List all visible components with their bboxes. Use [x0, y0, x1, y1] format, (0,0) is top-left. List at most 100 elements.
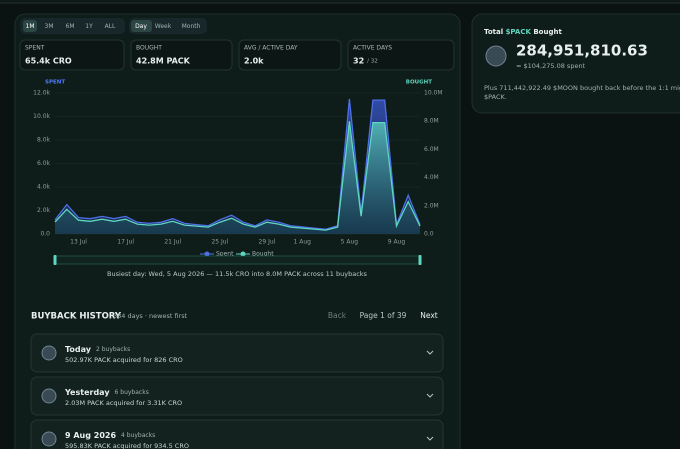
note-line: $PACK.: [484, 93, 507, 101]
interval-button[interactable]: Day: [135, 23, 147, 30]
page-indicator: Page 1 of 39: [360, 311, 407, 320]
row-count: 2 buybacks: [96, 346, 130, 353]
total-suffix: Bought: [533, 28, 562, 36]
interval-button[interactable]: Month: [182, 23, 201, 30]
stat-label: SPENT: [25, 45, 45, 52]
row-count: 6 buybacks: [115, 389, 149, 396]
history-title: BUYBACK HISTORY: [31, 312, 122, 322]
y2-axis-label: BOUGHT: [406, 80, 432, 86]
row-chevron: [426, 436, 434, 441]
y-tick-label: 4.0k: [37, 184, 51, 191]
total-amount: 284,951,810.63: [516, 42, 648, 60]
y2-tick-label: 10.0M: [424, 90, 443, 97]
series-line: [54, 121, 421, 231]
total-token: $PACK: [506, 28, 532, 36]
stat-label: BOUGHT: [136, 45, 162, 52]
stat-suffix: / 32: [367, 58, 378, 64]
total-prefix: Total: [484, 28, 503, 36]
row-day: Yesterday: [64, 388, 110, 397]
row-chevron: [426, 393, 434, 398]
note-line: Plus 711,442,922.49 $MOON bought back be…: [484, 84, 680, 92]
x-tick-label: 9 Aug: [388, 239, 406, 246]
brush-handle[interactable]: [53, 255, 57, 265]
stat-label: ACTIVE DAYS: [353, 45, 392, 52]
x-tick-label: 21 Jul: [164, 239, 181, 246]
row-title: Yesterday 6 buybacks: [64, 388, 149, 397]
x-tick-label: 17 Jul: [117, 239, 134, 246]
range-button[interactable]: 1M: [26, 23, 35, 30]
range-button[interactable]: ALL: [105, 23, 116, 30]
legend-label: Spent: [216, 251, 234, 258]
right-panel: [471, 13, 680, 114]
series-line: [54, 98, 421, 230]
row-icon: [41, 431, 57, 447]
x-tick-label: 5 Aug: [341, 239, 359, 246]
stat-card: [347, 39, 455, 71]
y-tick-label: 0.0: [40, 231, 50, 238]
legend-dot: [240, 251, 246, 257]
range-button[interactable]: 1Y: [85, 23, 93, 30]
y2-tick-label: 6.0M: [424, 146, 439, 153]
y-axis-label: SPENT: [45, 80, 65, 86]
legend-dot: [204, 251, 210, 257]
brush-handle[interactable]: [418, 255, 422, 265]
row-title: Today 2 buybacks: [65, 345, 130, 354]
interval-active: [131, 20, 152, 32]
x-tick-label: 13 Jul: [70, 239, 87, 246]
stat-value: 65.4k CRO: [25, 56, 72, 65]
back-button[interactable]: Back: [328, 311, 347, 320]
stat-value: 32/ 32: [353, 56, 378, 65]
y-tick-label: 12.0k: [33, 90, 50, 97]
y-tick-label: 6.0k: [37, 160, 51, 167]
x-tick-label: 25 Jul: [211, 239, 228, 246]
next-button[interactable]: Next: [420, 311, 438, 320]
stat-number: 2.0k: [244, 56, 264, 65]
row-summary: 2.03M PACK acquired for 3.31K CRO: [65, 399, 182, 407]
x-tick-label: 29 Jul: [259, 239, 276, 246]
y-tick-label: 2.0k: [37, 207, 51, 214]
y2-tick-label: 8.0M: [424, 118, 439, 125]
interval-button[interactable]: Week: [155, 23, 172, 30]
top-bar: [0, 0, 680, 4]
brush[interactable]: [54, 255, 421, 265]
stat-value: 2.0k: [244, 56, 264, 65]
y-tick-label: 10.0k: [33, 113, 50, 120]
x-tick-label: 1 Aug: [294, 239, 312, 246]
stat-number: 65.4k CRO: [25, 56, 72, 65]
stat-label: AVG / ACTIVE DAY: [244, 45, 298, 52]
stat-number: 42.8M PACK: [136, 56, 191, 65]
history-row[interactable]: [30, 419, 444, 449]
range-button[interactable]: 3M: [45, 23, 54, 30]
range-active: [23, 20, 37, 32]
row-icon: [41, 345, 57, 361]
history-meta: 384 days · newest first: [113, 312, 188, 320]
history-row[interactable]: [30, 333, 444, 373]
y2-tick-label: 0.0: [424, 231, 434, 238]
y-tick-label: 8.0k: [37, 137, 51, 144]
row-chevron: [426, 350, 434, 355]
y2-tick-label: 2.0M: [424, 202, 439, 209]
y2-tick-label: 4.0M: [424, 174, 439, 181]
area-fill: [55, 121, 420, 234]
row-day: Today: [65, 345, 92, 354]
row-count: 4 buybacks: [121, 432, 155, 439]
legend-label: Bought: [252, 251, 274, 258]
stat-card: [19, 39, 125, 71]
row-summary: 502.97K PACK acquired for 826 CRO: [65, 356, 183, 364]
stat-card: [130, 39, 233, 71]
row-title: 9 Aug 2026 4 buybacks: [65, 431, 155, 440]
row-day: 9 Aug 2026: [65, 431, 116, 440]
stat-card: [238, 39, 342, 71]
total-spent: ≈ $104,275.08 spent: [516, 62, 586, 70]
row-icon: [41, 388, 57, 404]
total-title: Total $PACK Bought: [484, 28, 562, 36]
stat-value: 42.8M PACK: [136, 56, 191, 65]
history-row[interactable]: [30, 376, 444, 416]
row-summary: 595.83K PACK acquired for 934.5 CRO: [65, 442, 189, 449]
stat-number: 32: [353, 56, 364, 65]
range-button[interactable]: 6M: [66, 23, 75, 30]
busiest-day: Busiest day: Wed, 5 Aug 2026 — 11.5k CRO…: [107, 270, 367, 278]
range-group: [20, 18, 125, 34]
